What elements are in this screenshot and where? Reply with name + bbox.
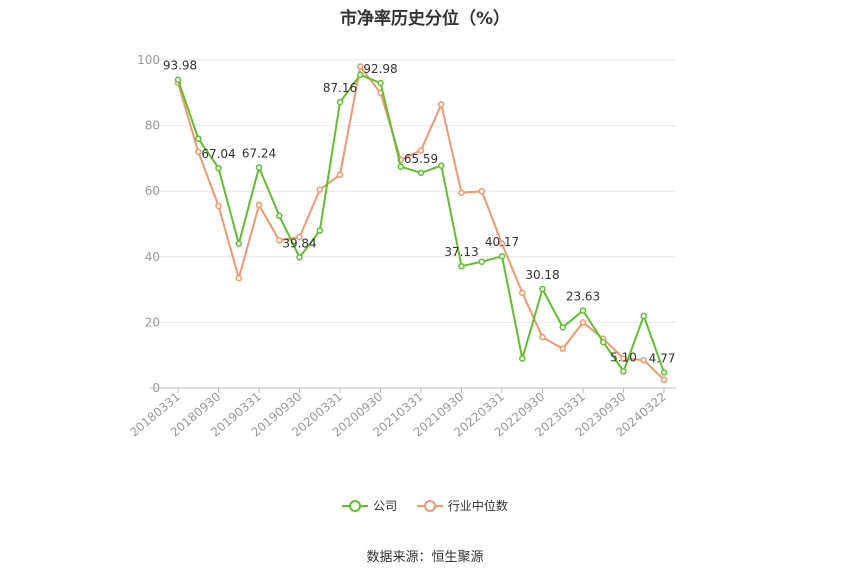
data-point-s1-15[interactable] (478, 187, 485, 195)
y-tick-label: 80 (145, 119, 160, 133)
y-tick-label: 60 (145, 184, 160, 198)
legend-industry-icon (416, 499, 443, 512)
data-point-s0-10[interactable] (377, 79, 384, 87)
data-point-s1-23[interactable] (640, 356, 647, 364)
data-label-6: 39.84 (282, 236, 316, 250)
series-lines (174, 63, 668, 384)
data-point-s0-5[interactable] (276, 212, 283, 220)
data-point-s1-17[interactable] (519, 289, 526, 297)
data-point-s1-9[interactable] (357, 63, 364, 70)
data-point-s0-2[interactable] (215, 164, 222, 172)
legend-industry-dot (423, 499, 436, 512)
data-point-s0-1[interactable] (195, 135, 202, 142)
data-label-12: 65.59 (404, 152, 438, 166)
data-label-18: 30.18 (525, 268, 559, 282)
data-label-22: 5.10 (610, 350, 637, 364)
data-point-s1-14[interactable] (458, 189, 465, 197)
data-point-s0-13[interactable] (438, 162, 445, 169)
chart-title: 市净率历史分位（%） (339, 9, 511, 29)
data-label-4: 67.24 (242, 146, 276, 160)
legend-industry-label: 行业中位数 (447, 499, 508, 513)
data-point-s0-8[interactable] (336, 98, 344, 106)
data-label-24: 4.77 (649, 351, 676, 365)
data-point-s1-16[interactable] (498, 240, 506, 247)
series-line-1 (177, 65, 665, 381)
data-point-s1-2[interactable] (215, 202, 222, 210)
data-label-10: 92.98 (363, 62, 397, 76)
data-labels: 93.98 67.04 67.24 39.84 87.16 92.98 65.59 37.13… (163, 59, 676, 366)
data-label-8: 87.16 (323, 81, 357, 95)
legend: 公司 行业中位数 (0, 497, 850, 515)
y-tick-label: 40 (145, 250, 160, 264)
data-label-0: 93.98 (163, 59, 197, 73)
data-point-s0-11[interactable] (397, 163, 404, 170)
data-label-20: 23.63 (566, 289, 600, 303)
data-point-s1-20[interactable] (579, 319, 587, 326)
data-label-14: 37.13 (444, 245, 478, 259)
data-point-s1-18[interactable] (539, 333, 546, 341)
data-point-s0-4[interactable] (255, 164, 263, 171)
data-point-s1-5[interactable] (276, 237, 283, 244)
legend-company-icon (342, 499, 369, 512)
data-point-s0-24[interactable] (660, 369, 668, 376)
y-tick-label: 100 (137, 53, 160, 67)
data-point-s1-6[interactable] (296, 233, 303, 241)
source-note: 数据来源：恒生聚源 (366, 550, 484, 565)
legend-company-label: 公司 (373, 499, 398, 513)
data-point-s1-24[interactable] (660, 376, 668, 384)
data-point-s0-21[interactable] (600, 338, 607, 346)
data-point-s1-7[interactable] (316, 186, 323, 193)
data-point-s1-8[interactable] (336, 171, 344, 179)
data-point-s0-16[interactable] (498, 252, 506, 260)
data-label-16: 40.17 (485, 235, 519, 249)
data-point-s1-19[interactable] (559, 345, 566, 352)
legend-item-company[interactable]: 公司 (342, 497, 397, 514)
data-point-s0-18[interactable] (539, 285, 546, 293)
data-point-s1-13[interactable] (438, 101, 445, 108)
data-point-s0-6[interactable] (296, 254, 303, 261)
data-point-s1-3[interactable] (235, 274, 242, 282)
data-point-s0-0[interactable] (174, 76, 182, 83)
data-point-s0-3[interactable] (235, 240, 242, 247)
grid-lines (150, 59, 676, 323)
data-point-s0-20[interactable] (579, 307, 587, 314)
data-point-s0-22[interactable] (620, 368, 627, 375)
data-point-s0-23[interactable] (640, 312, 647, 320)
data-point-s0-19[interactable] (559, 324, 566, 331)
legend-company-dot (349, 499, 362, 512)
data-point-s1-1[interactable] (195, 148, 202, 156)
data-point-s0-9[interactable] (357, 71, 364, 79)
data-point-s0-7[interactable] (316, 227, 323, 234)
data-point-s0-15[interactable] (478, 258, 485, 265)
data-point-s1-12[interactable] (417, 146, 425, 154)
axes: 0204060801002018033120180930201903312019… (127, 53, 676, 440)
legend-item-industry[interactable]: 行业中位数 (416, 497, 508, 514)
data-point-s1-4[interactable] (255, 201, 263, 209)
data-point-s1-22[interactable] (620, 355, 627, 362)
y-tick-label: 20 (145, 315, 160, 329)
data-label-2: 67.04 (201, 147, 235, 161)
data-point-s0-12[interactable] (417, 169, 425, 177)
data-point-s0-17[interactable] (519, 355, 526, 362)
data-point-s0-14[interactable] (458, 262, 465, 270)
